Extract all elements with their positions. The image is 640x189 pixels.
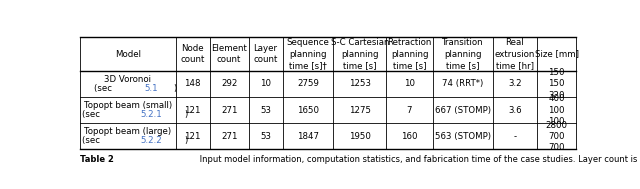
Text: Layer
count: Layer count <box>253 44 278 64</box>
Text: Node
count: Node count <box>180 44 205 64</box>
Text: ): ) <box>173 84 176 93</box>
Text: 3.6: 3.6 <box>508 106 522 115</box>
Text: 1650: 1650 <box>297 106 319 115</box>
Text: Model: Model <box>115 50 141 59</box>
Text: 5.1: 5.1 <box>145 84 158 93</box>
Text: 1847: 1847 <box>297 132 319 141</box>
Text: 53: 53 <box>260 106 271 115</box>
Text: (sec: (sec <box>83 136 103 145</box>
Text: 2800
700
700: 2800 700 700 <box>545 121 568 152</box>
Text: Input model information, computation statistics, and fabrication time of the cas: Input model information, computation sta… <box>196 155 640 164</box>
Text: 1950: 1950 <box>349 132 371 141</box>
Text: 667 (STOMP): 667 (STOMP) <box>435 106 491 115</box>
Text: -: - <box>513 132 516 141</box>
Text: (sec: (sec <box>94 84 115 93</box>
Text: 53: 53 <box>260 132 271 141</box>
Text: Retraction
planning
time [s]: Retraction planning time [s] <box>387 38 432 70</box>
Text: 10: 10 <box>404 79 415 88</box>
Text: Table 2: Table 2 <box>80 155 114 164</box>
Text: 74 (RRT*): 74 (RRT*) <box>442 79 483 88</box>
Text: 160: 160 <box>401 132 418 141</box>
Text: 292: 292 <box>221 79 237 88</box>
Text: 1275: 1275 <box>349 106 371 115</box>
Text: Sequence
planning
time [s]†: Sequence planning time [s]† <box>287 38 330 70</box>
Text: 2759: 2759 <box>297 79 319 88</box>
Text: 271: 271 <box>221 132 237 141</box>
Text: 271: 271 <box>221 106 237 115</box>
Text: Size [mm]: Size [mm] <box>534 50 579 59</box>
Text: S-C Cartesian
planning
time [s]: S-C Cartesian planning time [s] <box>331 38 389 70</box>
Text: 3.2: 3.2 <box>508 79 522 88</box>
Text: 5.2.1: 5.2.1 <box>140 110 162 119</box>
Text: Topopt beam (large): Topopt beam (large) <box>84 127 172 136</box>
Text: 121: 121 <box>184 132 201 141</box>
Text: Real
extrusion
time [hr]: Real extrusion time [hr] <box>495 38 535 70</box>
Text: Element
count: Element count <box>211 44 247 64</box>
Text: 3D Voronoi: 3D Voronoi <box>104 75 152 84</box>
Text: 400
100
100: 400 100 100 <box>548 94 564 126</box>
Text: 10: 10 <box>260 79 271 88</box>
Text: Topopt beam (small): Topopt beam (small) <box>84 101 172 110</box>
Text: 121: 121 <box>184 106 201 115</box>
Text: 7: 7 <box>407 106 412 115</box>
Text: 5.2.2: 5.2.2 <box>140 136 162 145</box>
Text: Transition
planning
time [s]: Transition planning time [s] <box>442 38 483 70</box>
Text: 150
150
320: 150 150 320 <box>548 68 564 100</box>
Text: 1253: 1253 <box>349 79 371 88</box>
Text: (sec: (sec <box>83 110 103 119</box>
Text: ): ) <box>185 136 188 145</box>
Text: 563 (STOMP): 563 (STOMP) <box>435 132 491 141</box>
Text: ): ) <box>185 110 188 119</box>
Text: 148: 148 <box>184 79 201 88</box>
